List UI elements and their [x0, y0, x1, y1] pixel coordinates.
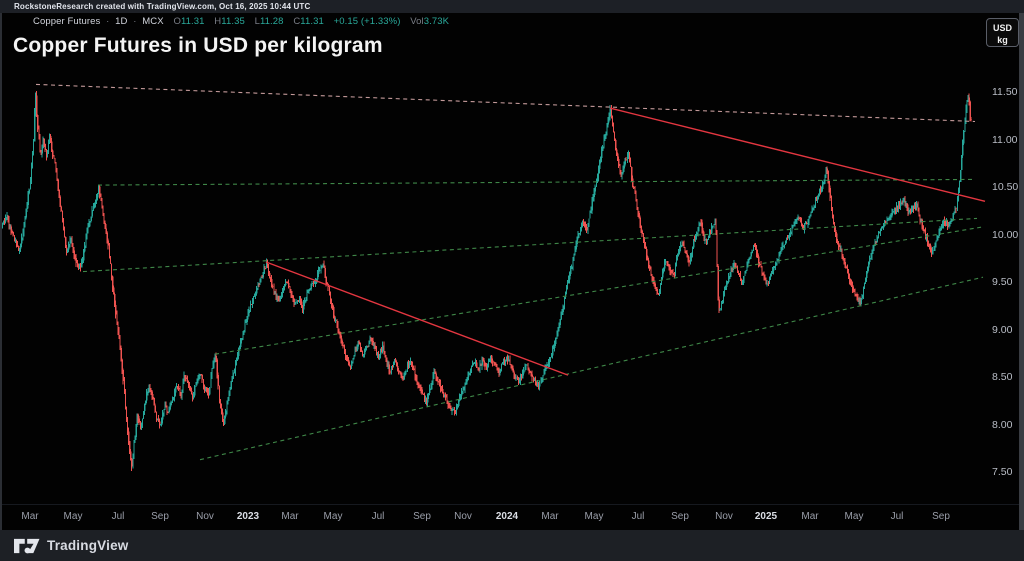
candlestick-series	[2, 91, 972, 471]
time-axis-label: Sep	[151, 511, 169, 522]
attribution-bar: RockstoneResearch created with TradingVi…	[0, 0, 1024, 13]
open-label: O	[173, 16, 181, 27]
time-axis-label: Mar	[541, 511, 559, 522]
symbol-name[interactable]: Copper Futures	[33, 16, 101, 27]
close-label: C	[293, 16, 301, 27]
low-label: L	[254, 16, 260, 27]
price-axis-label: 11.00	[992, 133, 1018, 146]
time-axis-label: Nov	[454, 511, 472, 522]
exchange-label[interactable]: MCX	[142, 16, 164, 27]
tradingview-brand[interactable]: TradingView	[47, 538, 129, 553]
chart-title: Copper Futures in USD per kilogram	[13, 34, 383, 57]
time-axis-label: Jul	[371, 511, 385, 522]
red-downtrend-2024-2025[interactable]	[609, 107, 986, 202]
dashed-resistance-from-2022-high[interactable]	[35, 83, 976, 123]
price-axis-label: 10.00	[992, 228, 1019, 241]
time-axis-label: May	[844, 511, 864, 522]
price-axis-label: 8.00	[992, 418, 1013, 431]
time-axis-label: May	[63, 511, 83, 522]
price-axis-label: 7.50	[992, 466, 1013, 478]
time-axis-label: Nov	[715, 511, 733, 522]
time-axis-label: 2024	[495, 511, 519, 522]
price-axis-label: 9.00	[992, 323, 1013, 336]
time-axis-label: Jul	[631, 511, 645, 522]
trendlines	[35, 83, 986, 461]
symbol-info-row[interactable]: Copper Futures · 1D · MCX O11.31 H11.35 …	[33, 16, 449, 27]
chart-area: Copper Futures · 1D · MCX O11.31 H11.35 …	[0, 13, 1024, 530]
right-frame-edge[interactable]	[1019, 13, 1024, 530]
price-axis-label: 11.50	[992, 86, 1018, 98]
time-axis-label: Mar	[21, 511, 39, 522]
dashed-ascending-support-c[interactable]	[199, 276, 984, 461]
unit-currency: USD	[992, 23, 1012, 33]
footer-bar: TradingView	[0, 530, 1024, 561]
time-axis-label: Jul	[111, 511, 125, 522]
dashed-horizontal-10.5-level[interactable]	[97, 178, 976, 186]
time-axis-label: Sep	[671, 511, 689, 522]
attribution-text: RockstoneResearch created with TradingVi…	[14, 2, 311, 11]
left-frame-edge	[0, 13, 2, 530]
high-label: H	[214, 16, 222, 27]
time-axis-label: Jul	[890, 511, 904, 522]
price-axis-label: 10.50	[992, 181, 1019, 193]
change-value: +0.15 (+1.33%)	[333, 16, 401, 27]
time-axis-separator	[0, 504, 1019, 505]
time-axis-label: 2025	[754, 511, 778, 522]
unit-badge[interactable]: USD kg	[986, 18, 1019, 47]
open-value: 11.31	[180, 16, 205, 27]
time-axis-label: 2023	[236, 511, 260, 522]
volume-label: Vol	[410, 16, 424, 27]
high-value: 11.35	[221, 16, 245, 27]
time-axis-label: Sep	[932, 511, 950, 522]
volume-value: 3.73K	[423, 16, 450, 27]
time-axis-label: Mar	[801, 511, 819, 522]
price-axis-label: 8.50	[992, 371, 1013, 383]
close-value: 11.31	[300, 16, 324, 27]
dashed-ascending-support-b[interactable]	[214, 226, 984, 355]
time-axis-label: May	[584, 511, 604, 522]
time-axis-label: Mar	[281, 511, 299, 522]
separator: ·	[106, 16, 110, 27]
time-axis-label: Sep	[413, 511, 431, 522]
tradingview-logo-icon[interactable]	[14, 538, 40, 554]
price-axis-label: 9.50	[992, 276, 1013, 288]
separator: ·	[133, 16, 137, 27]
red-downtrend-2023[interactable]	[265, 261, 569, 376]
candlestick-plot	[2, 83, 986, 471]
dashed-ascending-support-a[interactable]	[82, 217, 978, 273]
time-axis-label: Nov	[196, 511, 214, 522]
time-axis-label: May	[323, 511, 343, 522]
low-value: 11.28	[259, 16, 284, 27]
interval-label[interactable]: 1D	[115, 16, 128, 27]
unit-quantity: kg	[997, 35, 1008, 45]
